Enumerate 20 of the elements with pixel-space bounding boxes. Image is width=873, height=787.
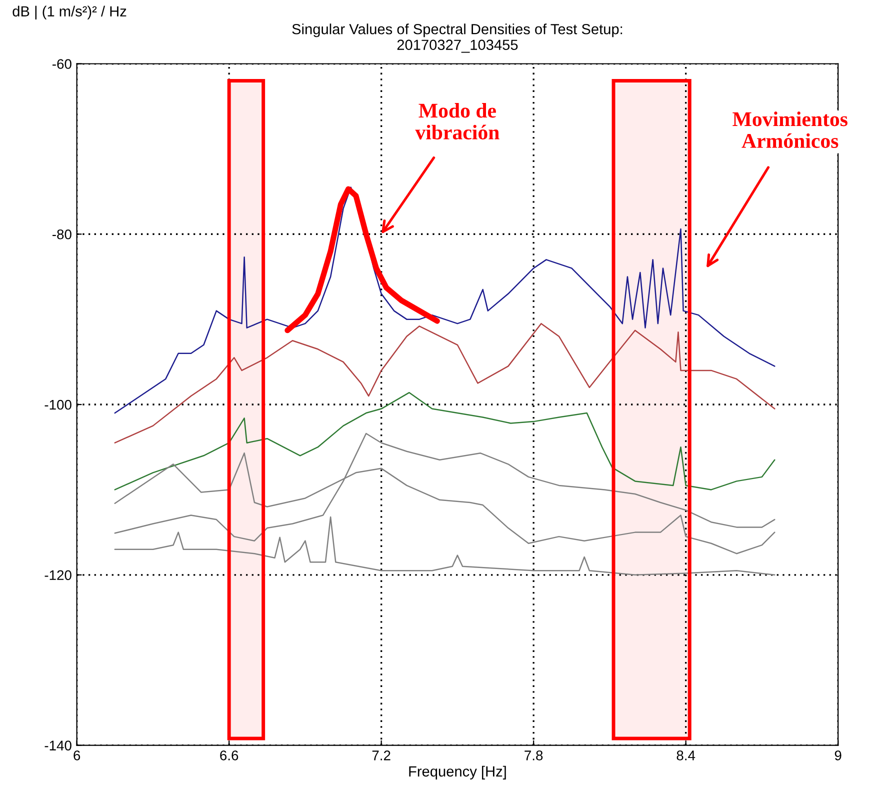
x-tick-label: 6 — [74, 750, 80, 760]
line-series — [114, 322, 776, 444]
annotation: Modo de vibración — [415, 103, 500, 140]
y-tick-label: -140 — [44, 740, 72, 750]
x-axis-title: Frequency [Hz] — [409, 766, 506, 780]
x-tick-label: 7.2 — [372, 750, 390, 760]
x-tick-label: 6.6 — [220, 750, 238, 760]
y-tick-label: -80 — [52, 229, 72, 240]
y-tick-label: -120 — [44, 570, 72, 580]
y-tick-label: -100 — [44, 400, 72, 410]
y-tick-label: -60 — [52, 59, 72, 69]
x-tick-label: 9 — [834, 750, 842, 760]
line-series — [114, 186, 776, 414]
line-series — [114, 392, 776, 490]
annotation: Movimientos Armónicos — [732, 112, 848, 148]
x-tick-label: 8.4 — [676, 750, 696, 760]
x-tick-label: 7.8 — [524, 750, 543, 760]
y-axis-title: dB | (1 m/s²)² / Hz — [12, 6, 126, 20]
line-series — [114, 516, 776, 576]
chart-title: Singular Values of Spectral Densities of Test Setup: 20170327_103455 — [292, 24, 622, 53]
